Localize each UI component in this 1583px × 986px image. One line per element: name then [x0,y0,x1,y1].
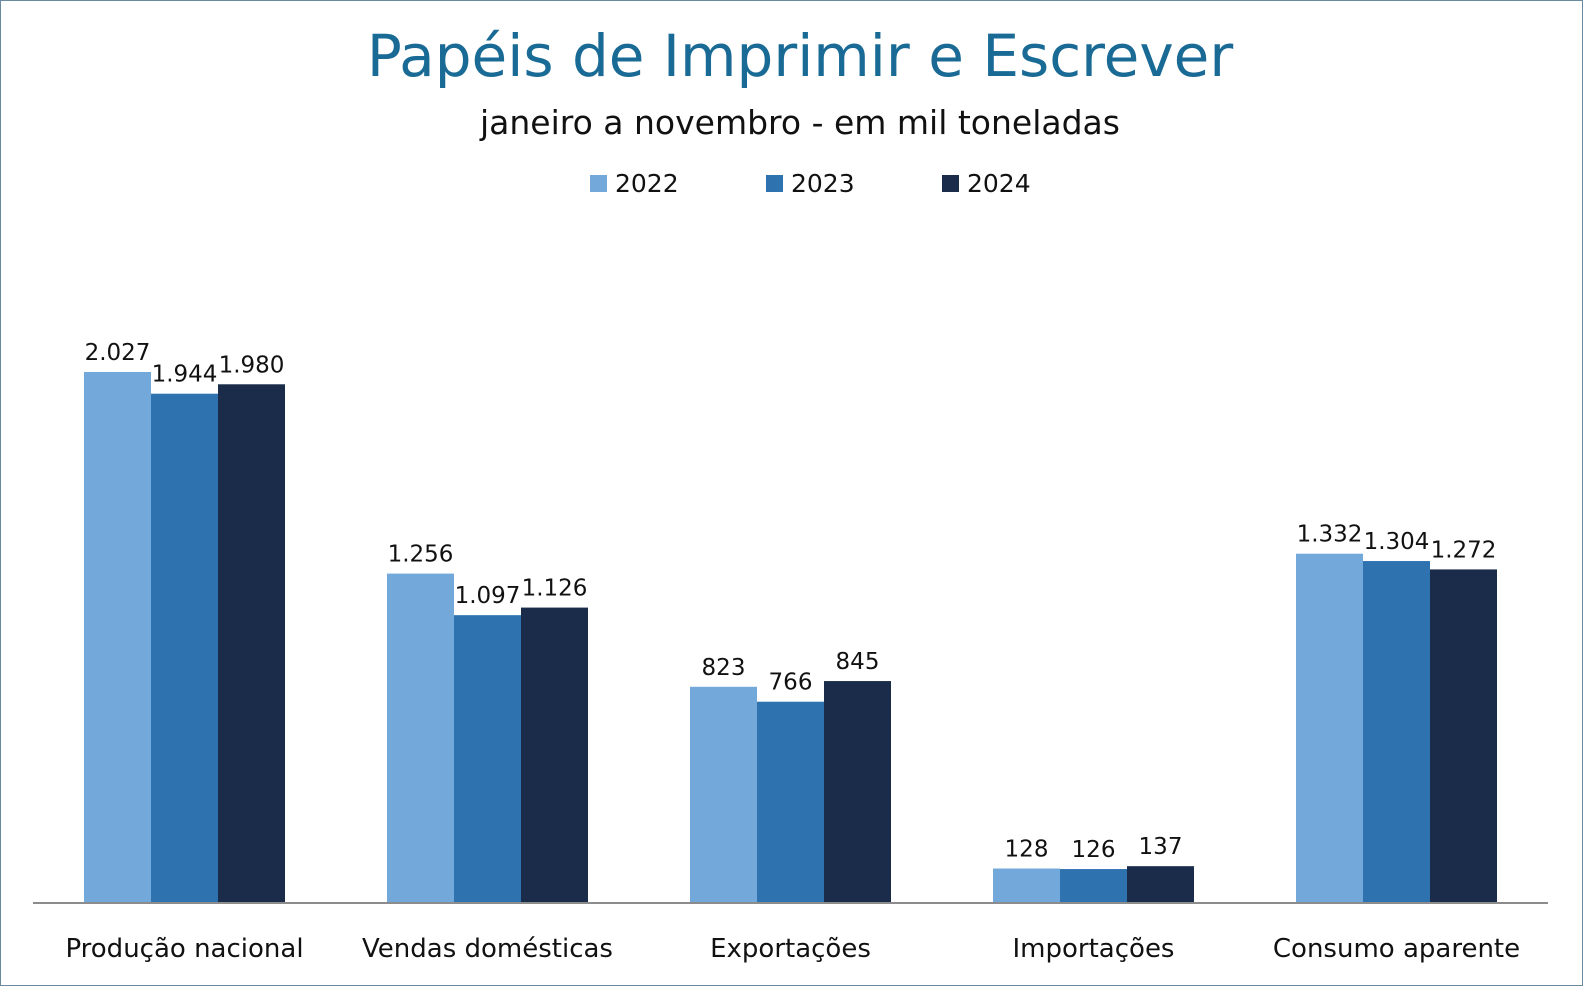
category-labels-group: Produção nacional Vendas domésticas Export… [65,934,1520,964]
legend-label-2023: 2023 [791,169,855,198]
value-label-2024-1: 1.126 [522,576,588,602]
value-label-2022-3: 128 [1005,837,1049,863]
legend-swatch-2022 [590,175,607,192]
category-label-4: Consumo aparente [1273,934,1520,964]
chart-subtitle: janeiro a novembro - em mil toneladas [479,103,1120,142]
bar-2024-2 [824,681,891,902]
value-label-2022-2: 823 [702,655,746,681]
category-label-1: Vendas domésticas [362,934,613,964]
legend-label-2024: 2024 [967,169,1031,198]
value-label-2023-2: 766 [769,670,813,696]
legend-swatch-2024 [942,175,959,192]
bar-2024-4 [1430,569,1497,902]
bar-2023-2 [757,701,824,902]
value-label-2023-3: 126 [1072,837,1116,863]
value-label-2024-4: 1.272 [1431,537,1497,563]
category-label-0: Produção nacional [65,934,303,964]
category-label-2: Exportações [710,934,871,964]
value-label-2023-4: 1.304 [1364,529,1430,555]
bar-2022-2 [690,686,757,902]
bar-2024-1 [521,607,588,902]
bar-2022-1 [387,573,454,902]
bar-2022-0 [84,372,151,902]
bar-2024-3 [1127,866,1194,902]
bar-2023-1 [454,615,521,902]
bar-2022-4 [1296,553,1363,902]
bar-2023-4 [1363,561,1430,902]
bar-2023-0 [151,393,218,902]
value-label-2022-0: 2.027 [85,340,151,366]
chart-title: Papéis de Imprimir e Escrever [367,22,1234,90]
legend-label-2022: 2022 [615,169,679,198]
value-label-2024-2: 845 [836,649,880,675]
legend: 2022 2023 2024 [590,169,1031,198]
value-label-2024-3: 137 [1139,834,1183,860]
bar-2023-3 [1060,869,1127,902]
value-label-2023-0: 1.944 [152,362,218,388]
category-label-3: Importações [1013,934,1175,964]
bars-group [84,372,1497,903]
value-label-2022-1: 1.256 [388,542,454,568]
value-label-2022-4: 1.332 [1297,522,1363,548]
bar-2024-0 [218,384,285,903]
bar-2022-3 [993,868,1060,902]
value-label-2023-1: 1.097 [455,583,521,609]
legend-swatch-2023 [766,175,783,192]
value-label-2024-0: 1.980 [219,352,285,378]
